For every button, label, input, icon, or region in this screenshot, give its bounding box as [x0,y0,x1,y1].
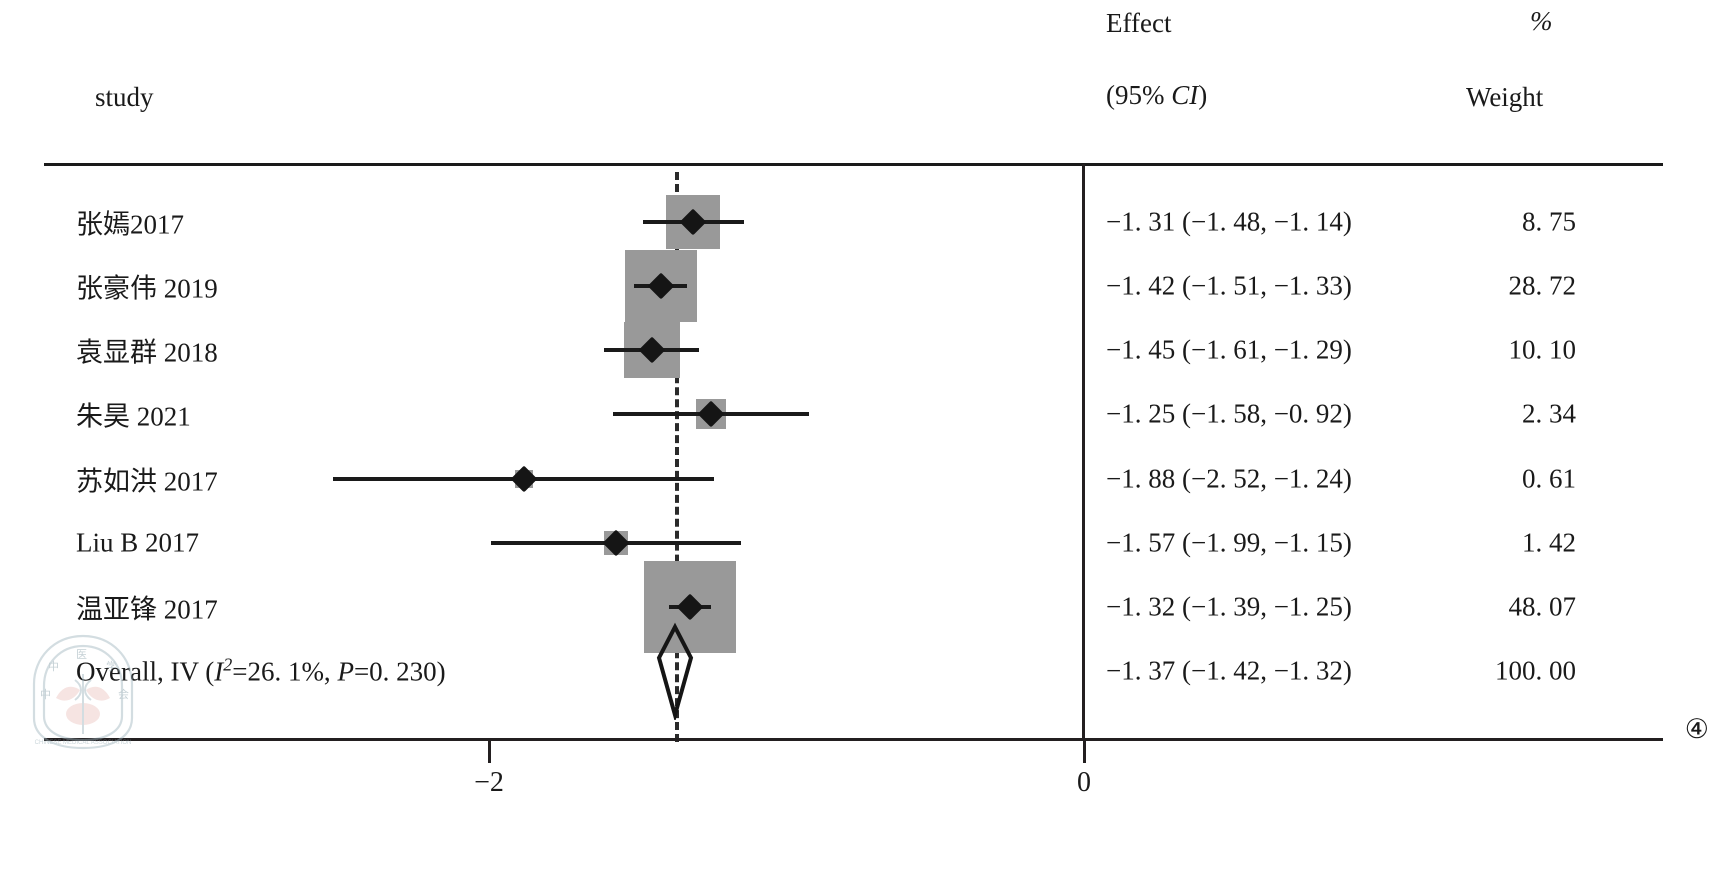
study-name: Liu B 2017 [76,527,200,558]
axis-tick [1083,741,1086,763]
x-axis-line [44,738,1663,741]
weight-value: 48. 07 [1508,591,1577,622]
study-name: 苏如洪 2017 [76,466,218,497]
i-squared-symbol: I [214,656,224,687]
column-header-weight: Weight [1466,82,1544,112]
pooled-effect-reference-line [675,172,680,742]
effect-value: −1. 57 (−1. 99, −1. 15) [1106,527,1352,558]
overall-weight-value: 100. 00 [1495,655,1576,686]
study-row: 苏如洪 2017 −1. 88 (−2. 52, −1. 24) 0. 61 [0,447,1723,511]
study-name: 袁显群 2018 [76,337,218,368]
ci-abbrev: CI [1171,80,1199,110]
effect-value: −1. 25 (−1. 58, −0. 92) [1106,398,1352,429]
effect-value: −1. 32 (−1. 39, −1. 25) [1106,591,1352,622]
study-name: 温亚锋 2017 [76,594,218,625]
study-row: 袁显群 2018 −1. 45 (−1. 61, −1. 29) 10. 10 [0,318,1723,382]
weight-value: 0. 61 [1522,463,1576,494]
axis-tick [488,741,491,763]
weight-value: 10. 10 [1508,334,1577,365]
p-symbol: P [337,656,354,687]
column-header-effect: Effect [1106,8,1172,38]
study-name: 张豪伟 2019 [76,273,218,304]
overall-row: Overall, IV (I2=26. 1%, P=0. 230) −1. 37… [0,622,1723,720]
study-row: 朱昊 2021 −1. 25 (−1. 58, −0. 92) 2. 34 [0,382,1723,446]
study-name: 朱昊 2021 [76,401,191,432]
study-name: 张嫣2017 [76,209,184,240]
axis-tick-label: −2 [474,767,504,798]
weight-value: 2. 34 [1522,398,1576,429]
weight-value: 1. 42 [1522,527,1576,558]
study-row: 张嫣2017 −1. 31 (−1. 48, −1. 14) 8. 75 [0,190,1723,254]
study-row: 温亚锋 2017 −1. 32 (−1. 39, −1. 25) 48. 07 [0,561,1723,653]
column-header-ci: (95% CI) [1106,80,1208,110]
effect-value: −1. 45 (−1. 61, −1. 29) [1106,334,1352,365]
overall-effect-diamond [657,622,694,720]
column-header-percent: % [1530,6,1553,36]
axis-tick-label: 0 [1077,767,1091,798]
overall-effect-value: −1. 37 (−1. 42, −1. 32) [1106,655,1352,686]
study-row: 张豪伟 2019 −1. 42 (−1. 51, −1. 33) 28. 72 [0,250,1723,322]
effect-value: −1. 31 (−1. 48, −1. 14) [1106,206,1352,237]
plot-right-border [1082,164,1085,738]
effect-value: −1. 88 (−2. 52, −1. 24) [1106,463,1352,494]
weight-value: 28. 72 [1508,270,1577,301]
header-divider-rule [44,163,1663,166]
column-header-study: study [95,82,154,112]
i-squared-exponent: 2 [223,654,233,675]
overall-label: Overall, IV (I2=26. 1%, P=0. 230) [76,654,446,687]
figure-number: ④ [1684,714,1709,744]
study-row: Liu B 2017 −1. 57 (−1. 99, −1. 15) 1. 42 [0,511,1723,575]
weight-value: 8. 75 [1522,206,1576,237]
effect-value: −1. 42 (−1. 51, −1. 33) [1106,270,1352,301]
